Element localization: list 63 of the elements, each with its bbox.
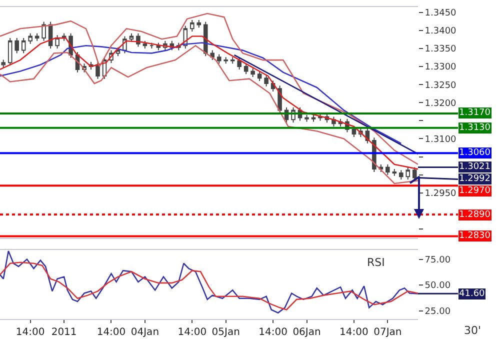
candlestick: [311, 114, 316, 122]
candlestick: [210, 50, 215, 61]
ref-line-label: 1.3060: [459, 148, 491, 158]
line-series: [0, 12, 418, 166]
candlestick: [237, 57, 242, 70]
line-series: [0, 42, 402, 144]
candlestick: [412, 166, 417, 182]
candlestick: [230, 56, 235, 64]
candlestick: [257, 70, 262, 82]
y-tick-label: 1.3350: [424, 44, 457, 55]
x-tick-label: 14:00: [178, 327, 207, 338]
y-tick-label: 1.3400: [424, 26, 457, 37]
line-series: [0, 250, 418, 314]
candlestick: [34, 32, 40, 42]
ref-line-label: 1.3130: [459, 123, 491, 133]
x-tick-label: 14:00: [16, 327, 45, 338]
candlestick: [21, 38, 26, 54]
x-tick-label: 14:00: [258, 327, 288, 338]
candlestick: [244, 63, 248, 75]
annotation: 41.60: [459, 289, 486, 299]
candlestick: [304, 114, 309, 122]
x-tick-label: 14:00: [340, 327, 368, 338]
y-tick-label: 1.3200: [424, 98, 457, 109]
y-tick-label: 25.00: [424, 306, 451, 317]
y-tick-label: 50.00: [424, 281, 451, 292]
x-tick-label: 2011: [51, 327, 77, 338]
ref-line-label: 1.3170: [459, 108, 491, 118]
ref-line-label: 1.2830: [459, 231, 491, 241]
candlestick: [392, 168, 397, 176]
y-tick-label: 1.2950: [424, 189, 457, 200]
annotation: RSI: [367, 256, 385, 269]
y-tick-label: 1.3300: [424, 62, 457, 73]
candlestick: [129, 32, 134, 43]
x-tick-label: 04Jan: [130, 327, 160, 338]
candlestick: [264, 74, 268, 87]
candlestick: [8, 38, 12, 66]
annotation: 1.2992: [459, 174, 490, 184]
candlestick: [224, 56, 228, 64]
text: 30': [464, 324, 482, 337]
candlestick: [28, 32, 32, 44]
y-tick-label: 1.3100: [424, 134, 457, 145]
x-tick-label: 14:00: [96, 327, 126, 338]
x-tick-label: 07Jan: [374, 327, 402, 338]
ref-line-label: 1.2890: [459, 210, 491, 220]
candlestick: [196, 19, 202, 28]
y-tick-label: 1.3450: [424, 8, 457, 19]
candlestick: [150, 42, 154, 50]
candlestick: [386, 164, 390, 176]
line-series: [0, 44, 418, 184]
candlestick: [42, 21, 46, 42]
x-tick-label: 06Jan: [292, 327, 321, 338]
annotation: 1.3021: [459, 162, 490, 172]
ref-line-label: 1.2970: [459, 186, 491, 196]
candlestick: [398, 170, 404, 180]
candlestick: [55, 34, 60, 50]
y-tick-label: 1.3250: [424, 80, 457, 91]
candlestick: [216, 54, 222, 64]
candlestick: [406, 166, 410, 180]
y-tick-label: 75.00: [424, 255, 451, 266]
candlestick: [14, 38, 20, 54]
candlestick: [190, 19, 194, 32]
candlestick: [250, 68, 255, 78]
x-tick-label: 05Jan: [212, 327, 240, 338]
